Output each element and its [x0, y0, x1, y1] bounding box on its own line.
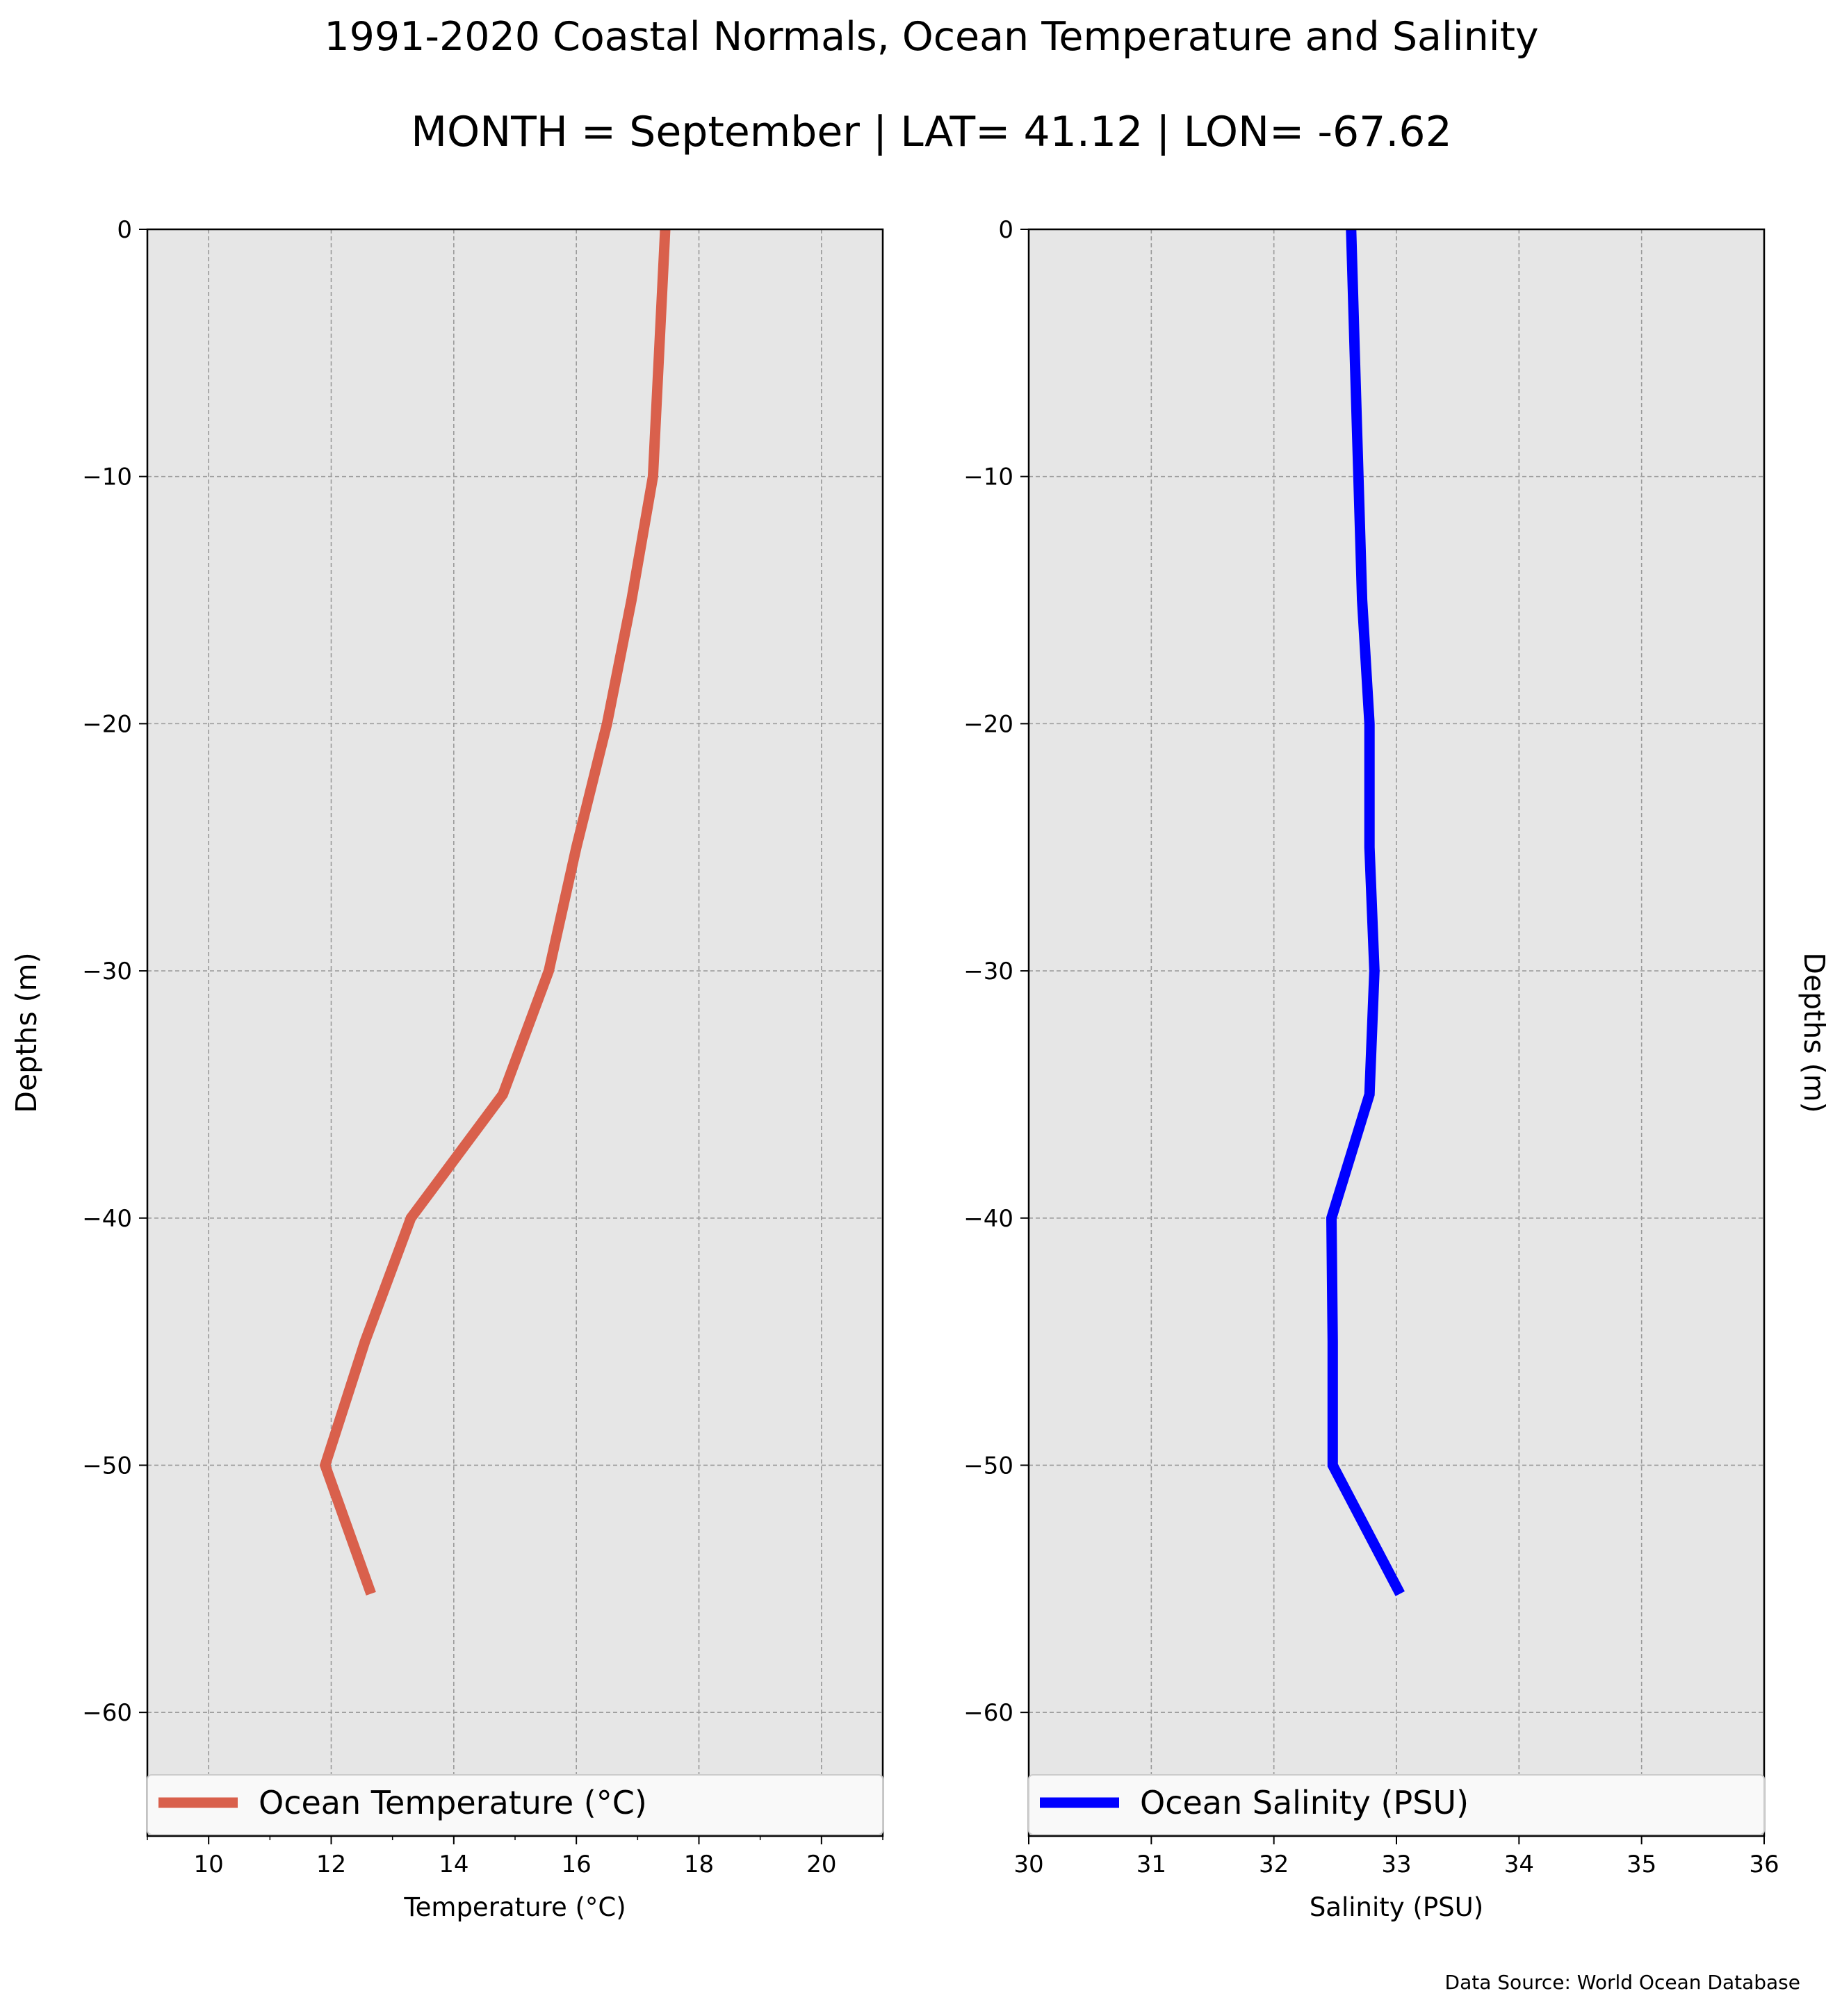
salinity-y-tick-label: 0	[998, 216, 1013, 244]
salinity-y-ticks: 0 −10 −20 −30 −40 −50 −60	[963, 216, 1029, 1727]
salinity-series-layer	[1326, 229, 1405, 1596]
temperature-panel: 0 −10 −20 −30 −40 −50 −60 10 12 14 16 18 20 Depths …	[10, 216, 884, 1922]
temperature-grid	[147, 229, 883, 1836]
temperature-x-tick-label: 12	[316, 1851, 346, 1878]
figure-subtitle: MONTH = September | LAT= 41.12 | LON= -6…	[411, 108, 1452, 156]
salinity-y-tick-label: −40	[963, 1205, 1013, 1233]
figure-title: 1991-2020 Coastal Normals, Ocean Tempera…	[324, 14, 1538, 60]
temperature-x-tick-label: 16	[562, 1851, 592, 1878]
salinity-panel: 0 −10 −20 −30 −40 −50 −60 30 31 32 33 34 35 36 Depth…	[963, 216, 1831, 1922]
temperature-x-axis-label: Temperature (°C)	[403, 1892, 626, 1922]
salinity-x-tick-label: 35	[1627, 1851, 1656, 1878]
temperature-y-tick-label: −60	[82, 1699, 132, 1727]
temperature-y-tick-label: −20	[82, 710, 132, 738]
data-source-note: Data Source: World Ocean Database	[1445, 1971, 1800, 1994]
temperature-legend-label: Ocean Temperature (°C)	[259, 1784, 647, 1821]
temperature-legend-box	[147, 1774, 883, 1835]
salinity-series-line	[1326, 229, 1405, 1596]
temperature-legend: Ocean Temperature (°C)	[147, 1774, 883, 1835]
temperature-x-tick-label: 14	[439, 1851, 468, 1878]
salinity-legend-label: Ocean Salinity (PSU)	[1140, 1784, 1469, 1821]
salinity-x-tick-label: 32	[1259, 1851, 1289, 1878]
temperature-y-tick-label: −10	[82, 464, 132, 491]
salinity-y-axis-label: Depths (m)	[1798, 952, 1831, 1113]
temperature-y-axis-label: Depths (m)	[10, 952, 43, 1113]
temperature-x-tick-label: 20	[806, 1851, 836, 1878]
temperature-y-tick-label: −40	[82, 1205, 132, 1233]
salinity-y-tick-label: −10	[963, 464, 1013, 491]
salinity-y-tick-label: −60	[963, 1699, 1013, 1727]
temperature-y-tick-label: −30	[82, 958, 132, 985]
salinity-x-tick-label: 34	[1504, 1851, 1534, 1878]
salinity-y-tick-label: −50	[963, 1452, 1013, 1480]
salinity-x-axis-label: Salinity (PSU)	[1310, 1892, 1483, 1922]
salinity-x-tick-label: 31	[1136, 1851, 1166, 1878]
salinity-x-tick-label: 36	[1749, 1851, 1779, 1878]
salinity-x-tick-label: 33	[1381, 1851, 1411, 1878]
temperature-plot-area	[147, 229, 883, 1836]
salinity-legend: Ocean Salinity (PSU)	[1028, 1774, 1765, 1835]
temperature-x-tick-label: 10	[194, 1851, 224, 1878]
temperature-y-tick-label: −50	[82, 1452, 132, 1480]
salinity-y-tick-label: −20	[963, 710, 1013, 738]
salinity-y-tick-label: −30	[963, 958, 1013, 985]
temperature-x-tick-label: 18	[684, 1851, 714, 1878]
salinity-x-ticks: 30 31 32 33 34 35 36	[1013, 1836, 1779, 1878]
temperature-series-layer	[319, 229, 671, 1596]
temperature-x-ticks: 10 12 14 16 18 20	[147, 1836, 883, 1878]
salinity-x-tick-label: 30	[1013, 1851, 1043, 1878]
temperature-series-line	[319, 229, 671, 1596]
temperature-y-tick-label: 0	[117, 216, 132, 244]
salinity-grid	[1029, 229, 1764, 1836]
temperature-y-ticks: 0 −10 −20 −30 −40 −50 −60	[82, 216, 147, 1727]
salinity-legend-box	[1028, 1774, 1765, 1835]
